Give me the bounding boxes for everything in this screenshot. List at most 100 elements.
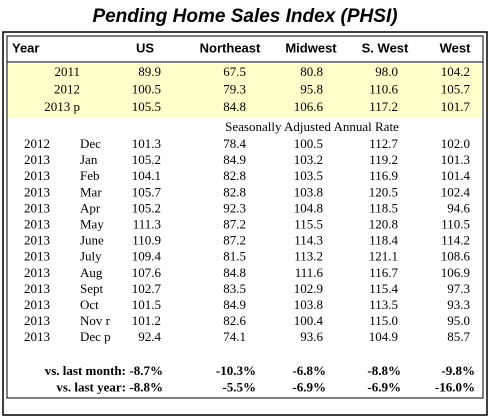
value-cell: 107.6: [132, 265, 162, 280]
month-cell: Jan: [80, 152, 98, 167]
year-cell: 2012: [54, 81, 80, 96]
month-cell: Sept: [80, 281, 104, 296]
summary-cell: -8.8%: [367, 363, 401, 378]
value-cell: 113.5: [369, 297, 398, 312]
summary-cell: -6.9%: [292, 379, 326, 394]
value-cell: 97.3: [447, 281, 470, 296]
value-cell: 119.2: [369, 152, 398, 167]
value-cell: 74.1: [223, 329, 246, 344]
value-cell: 94.6: [447, 200, 470, 215]
value-cell: 100.5: [132, 81, 161, 96]
value-cell: 81.5: [223, 249, 246, 264]
value-cell: 114.2: [441, 233, 470, 248]
month-cell: June: [80, 233, 104, 248]
year-cell: 2013: [24, 184, 50, 199]
value-cell: 105.7: [441, 81, 471, 96]
annual-highlight: [8, 64, 482, 118]
value-cell: 104.8: [294, 200, 323, 215]
year-cell: 2013: [24, 216, 50, 231]
value-cell: 93.3: [447, 297, 470, 312]
summary-cell: -8.8%: [129, 379, 163, 394]
summary-cell: -16.0%: [435, 379, 475, 394]
value-cell: 84.9: [223, 297, 246, 312]
value-cell: 103.8: [294, 297, 323, 312]
value-cell: 108.6: [441, 249, 471, 264]
value-cell: 118.5: [369, 200, 398, 215]
year-cell: 2013: [24, 200, 50, 215]
title: Pending Home Sales Index (PHSI): [92, 6, 397, 27]
month-cell: Apr: [80, 200, 101, 215]
value-cell: 111.6: [295, 265, 324, 280]
summary-cell: -6.9%: [367, 379, 401, 394]
header-cell: S. West: [362, 40, 409, 55]
value-cell: 118.4: [369, 233, 398, 248]
value-cell: 115.5: [294, 216, 323, 231]
value-cell: 98.0: [375, 64, 398, 79]
year-cell: 2013: [24, 281, 50, 296]
value-cell: 104.1: [132, 168, 161, 183]
value-cell: 84.9: [223, 152, 246, 167]
value-cell: 116.7: [369, 265, 398, 280]
year-cell: 2013: [24, 233, 50, 248]
value-cell: 113.2: [294, 249, 323, 264]
year-cell: 2011: [54, 64, 80, 79]
summary-cell: -8.7%: [129, 363, 163, 378]
value-cell: 112.7: [369, 136, 398, 151]
value-cell: 103.8: [294, 184, 323, 199]
value-cell: 95.0: [447, 313, 470, 328]
value-cell: 111.3: [133, 216, 161, 231]
value-cell: 104.9: [369, 329, 398, 344]
year-cell: 2013: [24, 168, 50, 183]
summary-cell: -6.8%: [292, 363, 326, 378]
year-cell: 2013: [24, 297, 50, 312]
value-cell: 82.8: [223, 184, 246, 199]
value-cell: 102.9: [294, 281, 323, 296]
value-cell: 120.8: [369, 216, 398, 231]
value-cell: 95.8: [300, 81, 323, 96]
year-cell: 2013: [24, 265, 50, 280]
value-cell: 102.0: [441, 136, 470, 151]
value-cell: 105.5: [132, 99, 161, 114]
value-cell: 105.7: [132, 184, 162, 199]
month-cell: Nov r: [80, 313, 111, 328]
year-cell: 2013: [24, 329, 50, 344]
inner-border: [6, 35, 484, 399]
value-cell: 78.4: [223, 136, 246, 151]
value-cell: 79.3: [223, 81, 246, 96]
header-cell: US: [136, 40, 154, 55]
value-cell: 101.3: [441, 152, 470, 167]
value-cell: 100.4: [294, 313, 324, 328]
value-cell: 67.5: [223, 64, 246, 79]
value-cell: 101.5: [132, 297, 161, 312]
value-cell: 114.3: [294, 233, 323, 248]
value-cell: 101.3: [132, 136, 161, 151]
value-cell: 102.4: [441, 184, 471, 199]
value-cell: 84.8: [223, 99, 246, 114]
value-cell: 104.2: [441, 64, 470, 79]
value-cell: 106.9: [441, 265, 470, 280]
value-cell: 116.9: [369, 168, 398, 183]
value-cell: 101.4: [441, 168, 471, 183]
value-cell: 80.8: [300, 64, 323, 79]
summary-cell: -9.8%: [441, 363, 475, 378]
month-cell: Feb: [80, 168, 100, 183]
month-cell: July: [80, 249, 102, 264]
summary-cell: -10.3%: [216, 363, 256, 378]
value-cell: 109.4: [132, 249, 162, 264]
value-cell: 84.8: [223, 265, 246, 280]
value-cell: 82.8: [223, 168, 246, 183]
summary-label: vs. last month:: [45, 363, 126, 378]
year-cell: 2012: [24, 136, 50, 151]
value-cell: 85.7: [447, 329, 470, 344]
value-cell: 89.9: [138, 64, 161, 79]
month-cell: Oct: [80, 297, 99, 312]
value-cell: 102.7: [132, 281, 162, 296]
value-cell: 105.2: [132, 200, 161, 215]
outer-border: [2, 31, 488, 416]
value-cell: 110.6: [369, 81, 398, 96]
month-cell: May: [80, 216, 104, 231]
value-cell: 87.2: [223, 233, 246, 248]
month-cell: Dec p: [80, 329, 111, 344]
header-cell: West: [440, 40, 471, 55]
